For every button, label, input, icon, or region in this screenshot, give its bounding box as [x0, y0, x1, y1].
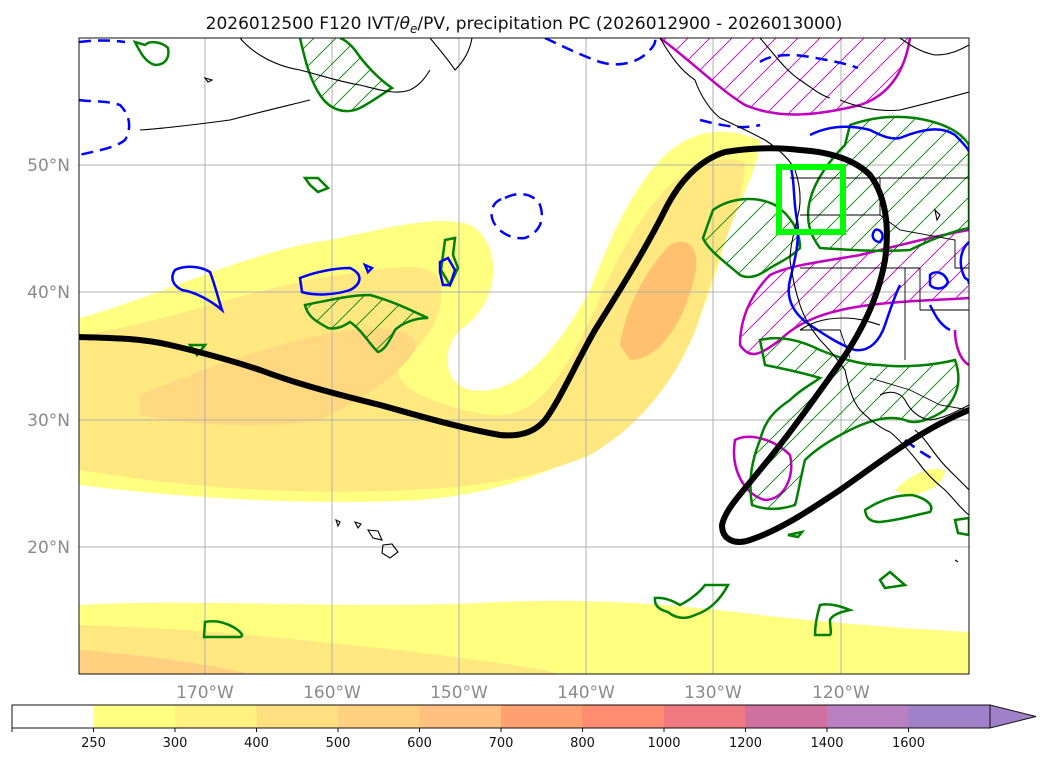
political-borders: [790, 177, 969, 411]
lon-axis: 170°W 160°W 150°W 140°W 130°W 120°W: [176, 683, 870, 703]
lat-label: 50°N: [27, 156, 70, 176]
colorbar-segment: [419, 705, 502, 728]
colorbar-tick-label: 300: [163, 736, 188, 751]
colorbar-tick-label: 1400: [810, 736, 843, 751]
colorbar-segment: [93, 705, 176, 728]
colorbar-segment: [827, 705, 909, 728]
lon-label: 150°W: [430, 683, 488, 703]
precip-contours: [132, 38, 969, 639]
colorbar-segment: [12, 705, 94, 728]
colorbar: 250 300 400 500 600 700 800 1000 1200 1400 1600: [11, 704, 1037, 751]
lat-label: 20°N: [27, 538, 70, 558]
jet-axis-line: [79, 145, 969, 545]
colorbar-segment: [664, 705, 746, 728]
ivt-fill-south-400: [79, 650, 250, 674]
ivt-fill-500: [620, 241, 697, 360]
colorbar-segment: [175, 705, 257, 728]
colorbar-tick-label: 1600: [892, 736, 925, 751]
ivt-fill-gulf: [895, 468, 945, 495]
lat-axis: 50°N 40°N 30°N 20°N: [27, 156, 70, 558]
colorbar-segment: [908, 705, 991, 728]
coastlines: [139, 38, 969, 563]
colorbar-tick-label: 600: [407, 736, 432, 751]
lon-label: 170°W: [176, 683, 234, 703]
colorbar-tick-label: 250: [81, 736, 106, 751]
colorbar-extend-arrow: [989, 704, 1037, 729]
highlight-box: [776, 164, 846, 235]
colorbar-segment: [338, 705, 420, 728]
lon-label: 130°W: [684, 683, 742, 703]
lon-label: 120°W: [812, 683, 870, 703]
lon-label: 140°W: [557, 683, 615, 703]
colorbar-segment: [745, 705, 828, 728]
colorbar-tick-label: 800: [570, 736, 595, 751]
lat-label: 30°N: [27, 411, 70, 431]
colorbar-segment: [501, 705, 583, 728]
lat-label: 40°N: [27, 283, 70, 303]
colorbar-tick-label: 1000: [647, 736, 680, 751]
colorbar-tick-label: 1200: [729, 736, 762, 751]
map-frame: [78, 37, 970, 675]
pv-contours: [659, 38, 969, 502]
map-panel: [79, 38, 969, 674]
figure-title: 2026012500 F120 IVT/θe/PV, precipitation…: [206, 14, 843, 36]
colorbar-tick-label: 500: [326, 736, 351, 751]
ivt-fill-south-300: [79, 625, 560, 674]
colorbar-segment: [256, 705, 339, 728]
colorbar-segment: [582, 705, 665, 728]
lon-label: 160°W: [303, 683, 361, 703]
colorbar-tick-label: 400: [244, 736, 269, 751]
colorbar-tick-label: 700: [489, 736, 514, 751]
